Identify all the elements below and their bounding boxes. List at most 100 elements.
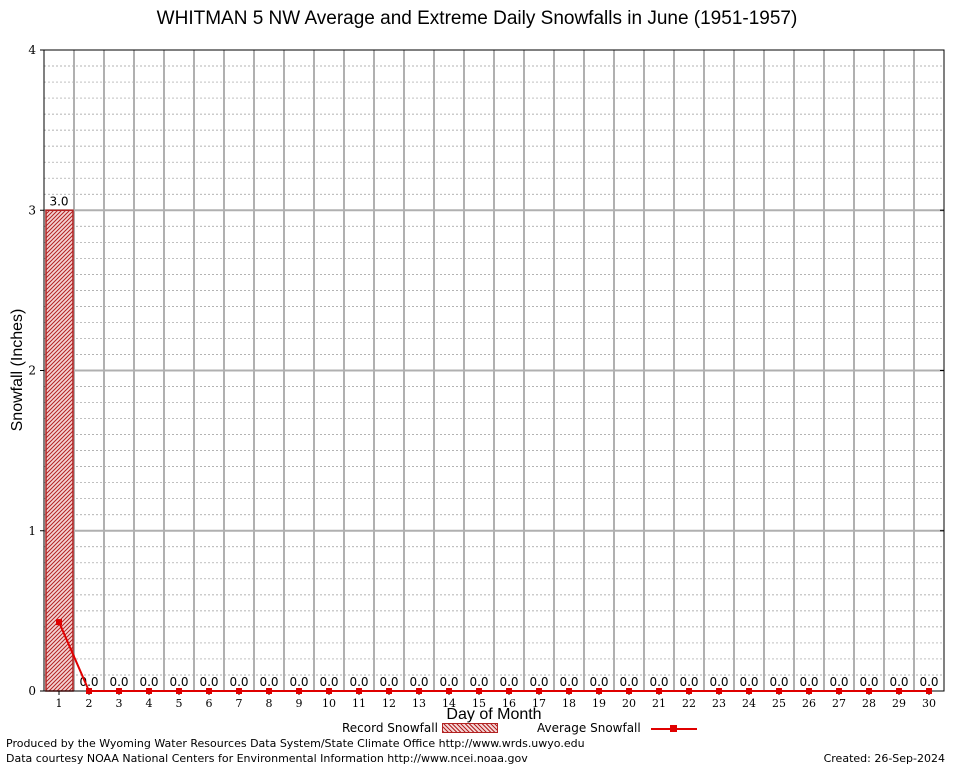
average-point: [56, 619, 62, 626]
average-point: [896, 688, 902, 694]
average-point: [176, 688, 182, 694]
x-tick-label: 30: [922, 697, 936, 710]
footer-producer: Produced by the Wyoming Water Resources …: [6, 737, 585, 750]
average-point: [926, 688, 932, 694]
legend-average-swatch: [650, 721, 697, 735]
bar-value-label: 0.0: [769, 675, 788, 689]
average-point: [206, 688, 212, 694]
x-tick-label: 28: [862, 697, 876, 710]
footer-courtesy: Data courtesy NOAA National Centers for …: [6, 752, 528, 765]
legend-average-label: Average Snowfall: [537, 721, 641, 735]
y-tick-label: 4: [28, 43, 36, 57]
bar-value-label: 0.0: [679, 675, 698, 689]
bar-value-label: 0.0: [469, 675, 488, 689]
x-tick-label: 25: [772, 697, 786, 710]
average-point: [506, 688, 512, 694]
average-point: [776, 688, 782, 694]
x-tick-label: 8: [266, 697, 273, 710]
average-point: [146, 688, 152, 694]
x-tick-label: 13: [412, 697, 426, 710]
average-point: [476, 688, 482, 694]
x-tick-label: 2: [86, 697, 93, 710]
bar-value-label: 0.0: [139, 675, 158, 689]
x-tick-label: 10: [322, 697, 336, 710]
x-tick-label: 24: [742, 697, 756, 710]
x-tick-label: 1: [56, 697, 63, 710]
bar-value-label: 0.0: [739, 675, 758, 689]
bar-value-label: 0.0: [379, 675, 398, 689]
average-point: [626, 688, 632, 694]
x-axis-label: Day of Month: [446, 706, 542, 723]
bar-value-label: 0.0: [409, 675, 428, 689]
bar-value-label: 0.0: [649, 675, 668, 689]
bar-value-label: 0.0: [529, 675, 548, 689]
average-point: [686, 688, 692, 694]
x-tick-label: 11: [352, 697, 366, 710]
average-point: [656, 688, 662, 694]
average-point: [386, 688, 392, 694]
average-point: [536, 688, 542, 694]
y-tick-label: 2: [28, 364, 36, 378]
footer-created: Created: 26-Sep-2024: [823, 752, 945, 765]
bar-value-label: 0.0: [889, 675, 908, 689]
legend-record-swatch: [441, 723, 498, 733]
average-point: [116, 688, 122, 694]
x-tick-label: 17: [532, 697, 546, 710]
bar-value-label: 0.0: [799, 675, 818, 689]
x-tick-label: 6: [206, 697, 213, 710]
bar-value-label: 0.0: [289, 675, 308, 689]
x-tick-label: 23: [712, 697, 726, 710]
bar-value-label: 0.0: [919, 675, 938, 689]
legend-record-label: Record Snowfall: [342, 721, 438, 735]
legend-average: Average Snowfall: [537, 721, 697, 735]
bar-value-label: 0.0: [199, 675, 218, 689]
record-bar: [45, 209, 74, 692]
x-tick-label: 18: [562, 697, 576, 710]
average-point: [716, 688, 722, 694]
average-line: [58, 621, 929, 692]
average-point: [596, 688, 602, 694]
bar-value-label: 0.0: [229, 675, 248, 689]
average-point: [326, 688, 332, 694]
bar-value-label: 0.0: [349, 675, 368, 689]
x-tick-label: 12: [382, 697, 396, 710]
x-tick-label: 21: [652, 697, 666, 710]
legend-record: Record Snowfall: [342, 721, 498, 735]
x-tick-label: 15: [472, 697, 486, 710]
x-tick-label: 19: [592, 697, 606, 710]
bar-value-label: 3.0: [49, 194, 68, 208]
average-point: [566, 688, 572, 694]
average-point: [356, 688, 362, 694]
average-point: [416, 688, 422, 694]
x-tick-label: 20: [622, 697, 636, 710]
bar-value-label: 0.0: [259, 675, 278, 689]
average-point: [866, 688, 872, 694]
bar-value-label: 0.0: [499, 675, 518, 689]
x-tick-label: 4: [146, 697, 153, 710]
y-axis-label: Snowfall (Inches): [9, 308, 26, 432]
average-point: [266, 688, 272, 694]
chart-title: WHITMAN 5 NW Average and Extreme Daily S…: [156, 8, 798, 29]
y-tick-label: 3: [28, 203, 36, 217]
x-tick-label: 27: [832, 697, 846, 710]
bar-value-label: 0.0: [829, 675, 848, 689]
average-point: [236, 688, 242, 694]
x-tick-label: 29: [892, 697, 906, 710]
bar-value-label: 0.0: [619, 675, 638, 689]
average-point: [806, 688, 812, 694]
bar-value-label: 0.0: [169, 675, 188, 689]
bar-value-label: 0.0: [859, 675, 878, 689]
average-point: [296, 688, 302, 694]
bar-value-label: 0.0: [439, 675, 458, 689]
y-tick-label: 0: [28, 684, 36, 698]
average-point: [446, 688, 452, 694]
average-point: [836, 688, 842, 694]
bar-value-label: 0.0: [709, 675, 728, 689]
average-point: [86, 688, 92, 694]
x-tick-label: 5: [176, 697, 183, 710]
x-tick-label: 14: [442, 697, 456, 710]
x-tick-label: 7: [236, 697, 243, 710]
bar-value-label: 0.0: [559, 675, 578, 689]
x-tick-label: 26: [802, 697, 816, 710]
